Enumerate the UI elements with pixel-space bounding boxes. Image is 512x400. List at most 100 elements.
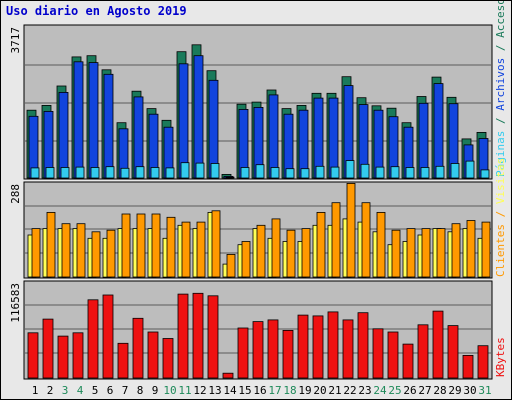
bar-paginas [405, 167, 415, 179]
x-tick-label: 10 [163, 384, 176, 397]
bar-kbytes [237, 327, 249, 379]
bar-kbytes [27, 332, 39, 379]
bar-paginas [30, 167, 40, 179]
bar-kbytes [402, 343, 414, 379]
bar-paginas [210, 163, 220, 179]
bar-clientes [256, 224, 266, 278]
bar-archivos [88, 62, 99, 179]
legend-sep: / [494, 111, 507, 131]
bar-paginas [435, 165, 445, 179]
x-tick-label: 23 [358, 384, 371, 397]
bar-clientes [196, 221, 206, 278]
bar-clientes [241, 241, 251, 278]
bar-archivos [133, 96, 144, 179]
x-tick-label: 6 [107, 384, 114, 397]
bar-clientes [166, 216, 176, 278]
x-tick-label: 4 [77, 384, 84, 397]
bar-kbytes [297, 314, 309, 379]
bar-clientes [136, 213, 146, 278]
bar-clientes [391, 229, 401, 278]
bar-paginas [60, 167, 70, 179]
bar-paginas [150, 167, 160, 179]
x-tick-label: 17 [268, 384, 281, 397]
x-tick-label: 28 [433, 384, 446, 397]
bar-kbytes [447, 325, 459, 379]
x-tick-label: 16 [253, 384, 266, 397]
chart-marks [26, 44, 491, 379]
bar-paginas [105, 166, 115, 179]
legend-top: Páginas / Archivos / Accesos [494, 1, 507, 177]
legend-bottom: KBytes [494, 337, 507, 377]
legend-archivos: Archivos [494, 58, 507, 111]
x-tick-label: 2 [47, 384, 54, 397]
bar-kbytes [267, 319, 279, 379]
legend-clientes: Clientes [494, 224, 507, 277]
bar-kbytes [222, 372, 234, 379]
bar-kbytes [357, 312, 369, 379]
bar-paginas [285, 168, 295, 179]
bar-archivos [328, 97, 339, 179]
bar-paginas [450, 163, 460, 179]
bar-paginas [225, 176, 235, 179]
bar-clientes [226, 253, 236, 278]
bar-kbytes [252, 321, 264, 379]
bar-kbytes [87, 299, 99, 379]
x-tick-label: 15 [238, 384, 251, 397]
legend-middle: Clientes / Visitas [494, 158, 507, 277]
x-tick-label: 9 [152, 384, 159, 397]
bar-kbytes [372, 328, 384, 379]
x-tick-label: 25 [388, 384, 401, 397]
bar-kbytes [387, 331, 399, 379]
legend-sep: / [494, 204, 507, 224]
x-tick-label: 20 [313, 384, 326, 397]
bar-clientes [481, 221, 491, 278]
bar-kbytes [477, 345, 489, 379]
x-tick-label: 1 [32, 384, 39, 397]
bar-paginas [240, 167, 250, 179]
x-tick-label: 27 [418, 384, 431, 397]
bar-kbytes [432, 310, 444, 379]
bar-kbytes [72, 332, 84, 379]
bar-kbytes [282, 329, 294, 379]
bar-archivos [178, 63, 189, 179]
bar-paginas [330, 166, 340, 179]
bar-clientes [466, 220, 476, 278]
x-tick-label: 18 [283, 384, 296, 397]
bar-clientes [376, 211, 386, 278]
bar-clientes [76, 223, 86, 278]
bar-kbytes [177, 293, 189, 379]
x-tick-label: 31 [478, 384, 491, 397]
bar-paginas [255, 164, 265, 179]
legend-visitas: Visitas [494, 158, 507, 204]
bar-paginas [480, 169, 490, 179]
bar-paginas [270, 167, 280, 179]
bar-paginas [420, 167, 430, 179]
bar-paginas [360, 163, 370, 179]
legend-sep: / [494, 38, 507, 58]
bar-clientes [421, 228, 431, 278]
bar-archivos [433, 83, 444, 179]
x-tick-label: 24 [373, 384, 387, 397]
bar-paginas [315, 165, 325, 179]
x-tick-label: 22 [343, 384, 356, 397]
bar-kbytes [342, 319, 354, 379]
bar-kbytes [162, 338, 174, 379]
bar-kbytes [312, 315, 324, 379]
x-tick-label: 12 [193, 384, 206, 397]
x-tick-label: 30 [463, 384, 476, 397]
x-tick-label: 29 [448, 384, 461, 397]
bar-archivos [73, 61, 84, 179]
bar-clientes [346, 182, 356, 278]
bar-kbytes [417, 324, 429, 379]
bar-paginas [300, 168, 310, 179]
bar-clientes [286, 229, 296, 278]
x-tick-label: 14 [223, 384, 237, 397]
bar-clientes [361, 202, 371, 278]
bar-clientes [406, 228, 416, 278]
x-tick-label: 3 [62, 384, 69, 397]
bar-clientes [121, 213, 131, 278]
bar-clientes [151, 213, 161, 278]
bar-clientes [211, 210, 221, 278]
bar-archivos [268, 94, 279, 179]
